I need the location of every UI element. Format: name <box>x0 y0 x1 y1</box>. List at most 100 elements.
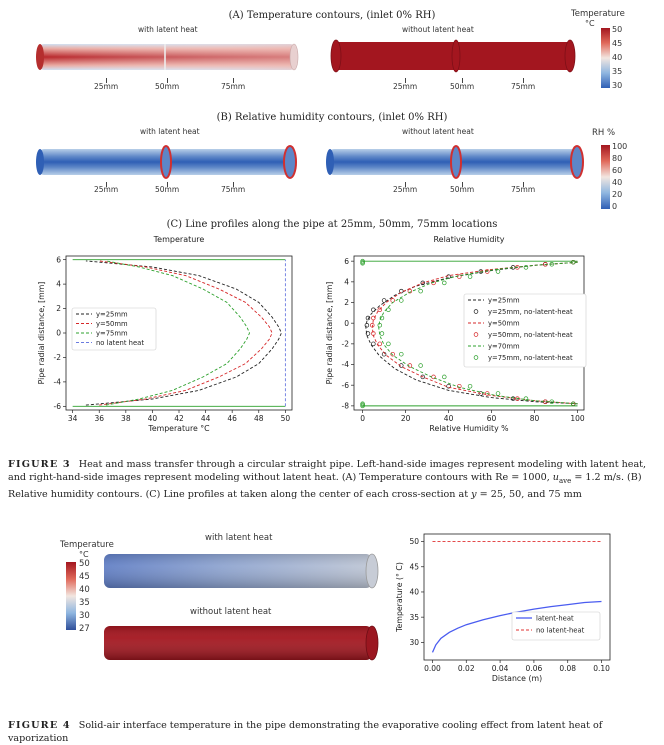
x-tick-label: 36 <box>94 414 104 423</box>
fig4-tick-30: 30 <box>79 611 90 621</box>
legend-box <box>463 293 587 368</box>
data-point <box>365 331 371 336</box>
x-axis-label: Relative Humidity % <box>429 424 508 433</box>
temp-colorbar <box>601 28 610 88</box>
x-tick-label: 0.02 <box>458 664 475 673</box>
fig4-tick-40: 40 <box>79 585 90 595</box>
y-tick-label: -8 <box>342 401 350 410</box>
data-point <box>549 262 555 267</box>
data-point <box>495 391 501 396</box>
data-point <box>364 322 370 328</box>
y-axis-label: Temperature (° C) <box>395 562 404 633</box>
data-point <box>365 315 371 321</box>
series-line <box>85 260 282 406</box>
panel-a-title: (A) Temperature contours, (inlet 0% RH) <box>228 10 436 21</box>
rh-tick-20: 20 <box>612 190 623 199</box>
chart-title: Temperature <box>153 235 205 244</box>
data-point <box>523 396 529 401</box>
rh-colorbar-title: RH % <box>592 128 616 138</box>
legend-label: y=75mm <box>96 330 128 338</box>
x-tick-label: 20 <box>401 414 411 423</box>
rh-colorbar <box>601 145 610 209</box>
y-tick-label: 0 <box>344 319 349 328</box>
data-point <box>549 399 555 404</box>
pos-label-75-b-right: 75mm <box>511 185 536 194</box>
temp-colorbar-title: Temperature <box>571 9 625 19</box>
rh-tick-100: 100 <box>612 142 628 151</box>
fig4-tick-50: 50 <box>79 559 90 569</box>
y-tick-label: 2 <box>56 304 61 313</box>
data-point <box>399 298 404 303</box>
legend-label: y=25mm, no-latent-heat <box>488 308 573 316</box>
legend-marker <box>473 332 479 337</box>
legend-label: no latent-heat <box>536 627 585 635</box>
data-point <box>360 260 365 266</box>
figure-4-label: FIGURE 4 <box>8 720 71 731</box>
data-point <box>390 351 395 357</box>
y-tick-label: 50 <box>409 537 419 546</box>
y-tick-label: 30 <box>409 638 419 647</box>
fig4-colorbar-unit: °C <box>79 550 89 559</box>
data-point <box>571 259 576 265</box>
x-tick-label: 0.10 <box>593 664 610 673</box>
rh-tick-80: 80 <box>612 154 623 163</box>
x-tick-label: 40 <box>444 414 454 423</box>
data-point <box>386 341 391 347</box>
legend-label: no latent heat <box>96 339 144 347</box>
x-tick-label: 0.00 <box>424 664 441 673</box>
data-point <box>371 331 376 336</box>
data-point <box>467 274 473 279</box>
data-point <box>420 374 426 380</box>
y-tick-label: 45 <box>409 562 419 571</box>
y-tick-label: 4 <box>56 280 61 289</box>
data-point <box>377 307 383 312</box>
x-axis-label: Temperature °C <box>147 424 210 433</box>
temperature-contour-without-latent-heat <box>330 39 576 73</box>
rh-tick-0: 0 <box>612 202 618 211</box>
temp-tick-50: 50 <box>612 25 623 34</box>
x-tick-label: 0 <box>360 414 365 423</box>
panel-c-title: (C) Line profiles along the pipe at 25mm… <box>166 219 498 230</box>
fig4-pipe-without-latent-heat <box>104 625 379 661</box>
pos-label-25-a-left: 25mm <box>94 82 119 91</box>
x-tick-label: 34 <box>68 414 78 423</box>
data-point <box>371 307 376 312</box>
legend-label: y=25mm <box>96 311 128 319</box>
pos-label-25-b-left: 25mm <box>94 185 119 194</box>
pos-label-50-b-right: 50mm <box>450 185 475 194</box>
data-point <box>379 315 385 321</box>
y-tick-label: -4 <box>54 377 62 386</box>
x-tick-label: 44 <box>201 414 211 423</box>
x-tick-label: 50 <box>281 414 291 423</box>
y-tick-label: 40 <box>409 588 419 597</box>
x-tick-label: 0.06 <box>526 664 543 673</box>
data-point <box>360 403 365 409</box>
legend-label: latent-heat <box>536 615 574 623</box>
data-point <box>377 322 383 328</box>
fig4-colorbar <box>66 562 76 630</box>
with-latent-heat-label-b: with latent heat <box>140 127 200 136</box>
temp-colorbar-unit: °C <box>585 19 595 28</box>
data-point <box>457 274 462 279</box>
x-tick-label: 46 <box>227 414 237 423</box>
with-latent-heat-label-a: with latent heat <box>138 25 198 34</box>
legend-label: y=50mm, no-latent-heat <box>488 331 573 339</box>
relative-humidity-profile-chart: Relative Humidity 0 20 40 60 80 100 -8 -6 -4 -2 0 2 4… <box>325 235 587 433</box>
fig4-without-latent-heat-label: without latent heat <box>190 607 272 617</box>
figure-4-caption: FIGURE 4 Solid-air interface temperature … <box>8 720 603 744</box>
pos-label-25-a-right: 25mm <box>393 82 418 91</box>
without-latent-heat-label-a: without latent heat <box>402 25 474 34</box>
data-point <box>442 280 447 286</box>
data-point <box>523 265 529 270</box>
pos-label-50-a-right: 50mm <box>450 82 475 91</box>
rh-tick-60: 60 <box>612 166 623 175</box>
data-point <box>399 351 404 357</box>
legend-label: y=75mm, no-latent-heat <box>488 354 573 362</box>
temp-tick-30: 30 <box>612 81 623 90</box>
legend-marker <box>473 309 479 314</box>
data-point <box>418 363 423 368</box>
data-point <box>485 391 490 396</box>
plot-frame <box>423 533 611 661</box>
pos-label-25-b-right: 25mm <box>393 185 418 194</box>
pos-label-75-a-left: 75mm <box>221 82 246 91</box>
